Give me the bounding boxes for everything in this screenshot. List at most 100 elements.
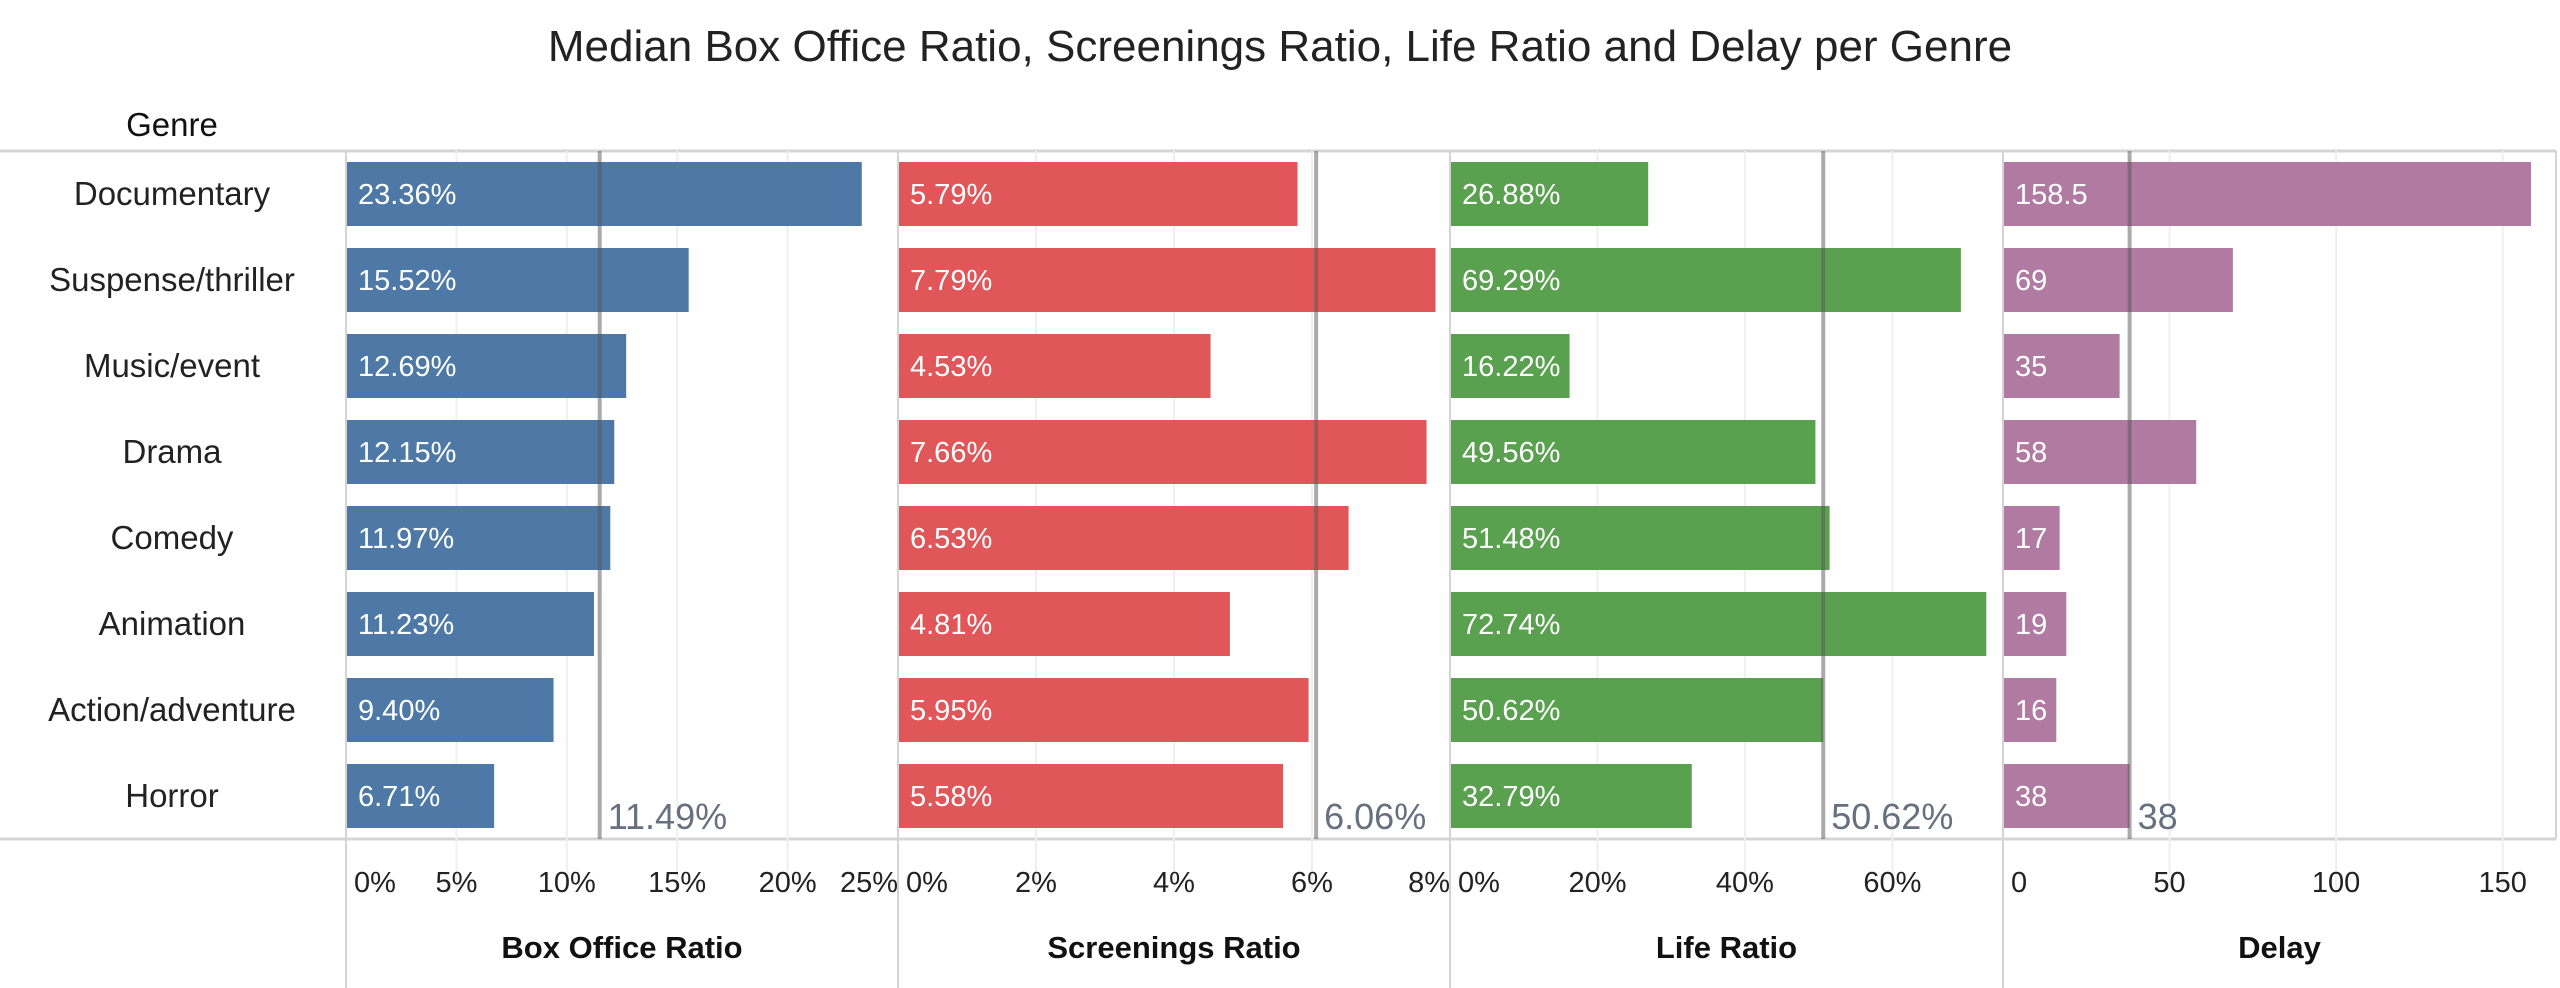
bar-delay — [2004, 678, 2057, 742]
bar-screenings-ratio — [899, 678, 1309, 742]
reference-label: 6.06% — [1324, 796, 1426, 837]
axis-tick-label: 0 — [2011, 867, 2027, 899]
axis-title: Screenings Ratio — [1047, 930, 1300, 965]
axis-tick-label: 20% — [1568, 867, 1626, 899]
row-label: Animation — [99, 605, 246, 642]
bar-delay — [2004, 248, 2233, 312]
axis-tick-label: 0% — [354, 867, 396, 899]
axis-tick-label: 20% — [759, 867, 817, 899]
bar-value-label: 7.79% — [910, 265, 992, 297]
bar-delay — [2004, 162, 2532, 226]
row-label: Action/adventure — [48, 691, 296, 728]
axis-tick-label: 2% — [1015, 867, 1057, 899]
bar-screenings-ratio — [899, 420, 1427, 484]
bar-value-label: 11.97% — [358, 523, 454, 555]
bar-value-label: 9.40% — [358, 695, 440, 727]
bar-box-office-ratio — [347, 334, 627, 398]
bar-value-label: 69.29% — [1462, 265, 1560, 297]
bar-box-office-ratio — [347, 162, 862, 226]
row-label: Horror — [125, 777, 219, 814]
axis-tick-label: 0% — [906, 867, 948, 899]
bar-life-ratio — [1451, 162, 1649, 226]
bar-value-label: 5.79% — [910, 179, 992, 211]
axis-tick-label: 6% — [1291, 867, 1333, 899]
bar-value-label: 4.53% — [910, 351, 992, 383]
bar-life-ratio — [1451, 764, 1692, 828]
bar-value-label: 6.71% — [358, 781, 440, 813]
bar-value-label: 32.79% — [1462, 781, 1560, 813]
bar-screenings-ratio — [899, 592, 1230, 656]
bar-screenings-ratio — [899, 506, 1349, 570]
bar-life-ratio — [1451, 678, 1824, 742]
axis-tick-label: 100 — [2312, 867, 2360, 899]
bar-value-label: 15.52% — [358, 265, 456, 297]
axis-title: Box Office Ratio — [501, 930, 742, 965]
axis-tick-label: 150 — [2479, 867, 2527, 899]
bar-box-office-ratio — [347, 248, 689, 312]
axis-tick-label: 8% — [1408, 867, 1450, 899]
bar-value-label: 6.53% — [910, 523, 992, 555]
axis-title: Delay — [2238, 930, 2321, 965]
bar-life-ratio — [1451, 248, 1961, 312]
bar-value-label: 38 — [2015, 781, 2047, 813]
bar-value-label: 12.15% — [358, 437, 456, 469]
bar-delay — [2004, 592, 2067, 656]
bar-screenings-ratio — [899, 334, 1211, 398]
bar-life-ratio — [1451, 592, 1987, 656]
bar-value-label: 7.66% — [910, 437, 992, 469]
reference-label: 11.49% — [608, 796, 727, 837]
bar-screenings-ratio — [899, 248, 1436, 312]
bar-value-label: 4.81% — [910, 609, 992, 641]
row-label: Drama — [122, 433, 222, 470]
bar-screenings-ratio — [899, 764, 1284, 828]
bar-value-label: 69 — [2015, 265, 2047, 297]
bar-value-label: 11.23% — [358, 609, 454, 641]
bar-value-label: 49.56% — [1462, 437, 1560, 469]
bar-value-label: 51.48% — [1462, 523, 1560, 555]
row-label: Comedy — [111, 519, 234, 556]
axis-tick-label: 50 — [2153, 867, 2185, 899]
axis-tick-label: 10% — [538, 867, 596, 899]
bar-value-label: 12.69% — [358, 351, 456, 383]
axis-tick-label: 40% — [1716, 867, 1774, 899]
bar-delay — [2004, 764, 2130, 828]
bar-life-ratio — [1451, 506, 1830, 570]
bar-value-label: 50.62% — [1462, 695, 1560, 727]
bar-delay — [2004, 420, 2197, 484]
bar-value-label: 23.36% — [358, 179, 456, 211]
chart-title: Median Box Office Ratio, Screenings Rati… — [547, 22, 2013, 71]
bar-value-label: 158.5 — [2015, 179, 2088, 211]
bar-box-office-ratio — [347, 678, 554, 742]
reference-label: 50.62% — [1831, 796, 1953, 837]
axis-tick-label: 5% — [435, 867, 477, 899]
axis-tick-label: 25% — [840, 867, 898, 899]
bar-value-label: 35 — [2015, 351, 2047, 383]
bar-value-label: 5.95% — [910, 695, 992, 727]
axis-tick-label: 60% — [1863, 867, 1921, 899]
bar-value-label: 26.88% — [1462, 179, 1560, 211]
bar-value-label: 16.22% — [1462, 351, 1560, 383]
row-header-genre: Genre — [126, 106, 218, 143]
bar-box-office-ratio — [347, 592, 594, 656]
bar-delay — [2004, 334, 2120, 398]
bar-delay — [2004, 506, 2060, 570]
bar-box-office-ratio — [347, 506, 611, 570]
bar-box-office-ratio — [347, 764, 495, 828]
bar-value-label: 5.58% — [910, 781, 992, 813]
row-label: Suspense/thriller — [49, 261, 295, 298]
reference-label: 38 — [2138, 796, 2178, 837]
bar-box-office-ratio — [347, 420, 615, 484]
bar-value-label: 58 — [2015, 437, 2047, 469]
axis-title: Life Ratio — [1656, 930, 1797, 965]
axis-tick-label: 4% — [1153, 867, 1195, 899]
axis-tick-label: 0% — [1458, 867, 1500, 899]
axis-tick-label: 15% — [648, 867, 706, 899]
bar-life-ratio — [1451, 420, 1816, 484]
bar-screenings-ratio — [899, 162, 1298, 226]
bar-life-ratio — [1451, 334, 1570, 398]
row-label: Music/event — [84, 347, 260, 384]
bar-value-label: 16 — [2015, 695, 2047, 727]
bar-value-label: 17 — [2015, 523, 2047, 555]
row-label: Documentary — [74, 175, 271, 212]
